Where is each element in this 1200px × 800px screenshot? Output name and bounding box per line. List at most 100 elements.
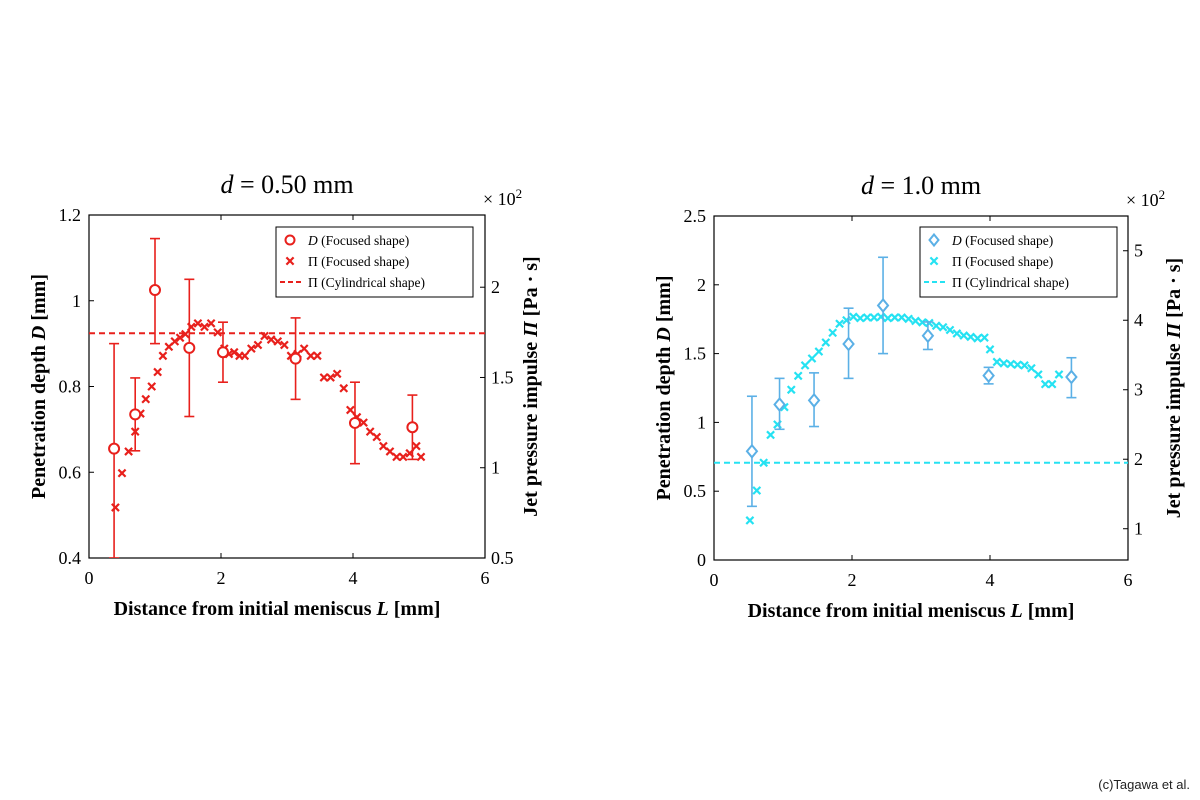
impulse-point [938, 322, 948, 332]
legend-item: D (Focused shape) [284, 233, 409, 248]
depth-point [921, 328, 935, 344]
x-tick-label: 4 [349, 568, 358, 588]
impulse-point [345, 405, 355, 415]
depth-point [108, 442, 121, 455]
impulse-point-b [359, 418, 368, 427]
impulse-point [158, 351, 168, 361]
impulse-point [141, 394, 151, 404]
impulse-point [992, 357, 1002, 367]
impulse-point-b [416, 452, 426, 462]
impulse-point [786, 385, 796, 395]
impulse-point-b [260, 331, 269, 341]
impulse-point [193, 318, 203, 328]
x-tick-label: 4 [986, 570, 995, 590]
impulse-point [973, 333, 982, 343]
impulse-point [999, 358, 1009, 368]
impulse-point-b [1047, 379, 1057, 389]
impulse-point [170, 336, 180, 346]
legend-box [275, 226, 474, 298]
impulse-point [398, 452, 408, 462]
impulse-point-b [240, 351, 250, 361]
y-tick-label: 1 [697, 412, 706, 432]
x-axis-label: Distance from initial meniscus L [mm] [114, 598, 441, 620]
impulse-point-b [800, 361, 810, 370]
x-tick-label: 6 [1124, 570, 1133, 590]
legend-marker-circle [284, 234, 296, 246]
impulse-point [246, 344, 256, 353]
impulse-point-b [855, 313, 865, 323]
impulse-point [117, 468, 127, 478]
impulse-point-b [766, 430, 775, 440]
impulse-point [339, 383, 349, 393]
impulse-point [952, 329, 962, 338]
impulse-point-b [1020, 361, 1029, 370]
impulse-point-b [124, 447, 133, 456]
y2-tick-label: 4 [1134, 310, 1143, 330]
impulse-point [883, 313, 893, 323]
impulse-point [1013, 360, 1022, 370]
impulse-point [1027, 363, 1036, 373]
impulse-point-b [306, 351, 316, 361]
impulse-point [904, 314, 913, 324]
impulse-point-b [339, 383, 349, 393]
impulse-point-b [745, 516, 755, 525]
legend-label: Π (Focused shape) [952, 254, 1053, 269]
legend-marker-diamond [928, 232, 940, 248]
impulse-point-b [273, 336, 283, 346]
legend-item: D (Focused shape) [928, 232, 1053, 248]
impulse-point [869, 313, 879, 322]
legend: D (Focused shape) Π (Focused shape) Π (Cyl… [919, 226, 1118, 298]
impulse-point-b [158, 351, 168, 361]
depth-point [149, 284, 161, 297]
impulse-point [759, 458, 769, 468]
y2-multiplier: × 102 [483, 186, 522, 210]
impulse-point [800, 361, 810, 370]
impulse-point [745, 516, 755, 525]
impulse-point-b [883, 313, 893, 323]
impulse-point-b [992, 357, 1002, 367]
legend-marker-x [285, 256, 295, 266]
impulse-point-b [1006, 359, 1016, 369]
impulse-point [1020, 361, 1029, 370]
impulse-point-b [897, 313, 907, 322]
impulse-point-b [786, 385, 796, 395]
impulse-point [959, 331, 969, 340]
impulse-point-b [999, 358, 1009, 368]
legend-label: Π (Cylindrical shape) [952, 275, 1069, 290]
impulse-point [111, 503, 120, 512]
impulse-point-b [332, 369, 342, 379]
impulse-point [897, 313, 907, 322]
impulse-point-b [1013, 360, 1022, 370]
impulse-point [862, 313, 872, 322]
impulse-point-b [931, 321, 941, 331]
impulse-point-b [959, 331, 969, 340]
impulse-point-b [206, 318, 216, 328]
impulse-point-b [904, 314, 913, 324]
depth-point [348, 416, 361, 429]
y2-axis-label: Jet pressure impulse Π [Pa · s] [1163, 258, 1185, 518]
impulse-point-b [780, 402, 789, 412]
impulse-point-b [147, 382, 157, 391]
impulse-point [378, 441, 388, 451]
impulse-point [793, 371, 803, 381]
impulse-point [1054, 370, 1064, 379]
impulse-point [1047, 379, 1057, 389]
impulse-point-b [835, 319, 844, 329]
y2-tick-label: 2 [1134, 449, 1143, 469]
y-axis-label: Penetration depth D [mm] [653, 276, 675, 501]
plot-area [714, 256, 1128, 525]
y-tick-label: 0.8 [59, 377, 82, 397]
impulse-point [124, 447, 133, 456]
legend-item: Π (Cylindrical shape) [924, 275, 1069, 290]
chart-title: d = 0.50 mm [220, 170, 353, 199]
impulse-point-b [918, 317, 927, 327]
impulse-point [372, 432, 382, 442]
x-tick-label: 2 [217, 568, 226, 588]
impulse-point-b [266, 335, 276, 344]
legend-item: Π (Focused shape) [285, 254, 409, 269]
chart-title: d = 1.0 mm [861, 171, 981, 200]
depth-point [289, 352, 302, 365]
impulse-point [1033, 370, 1043, 379]
y-axis-label: Penetration depth D [mm] [28, 274, 50, 499]
